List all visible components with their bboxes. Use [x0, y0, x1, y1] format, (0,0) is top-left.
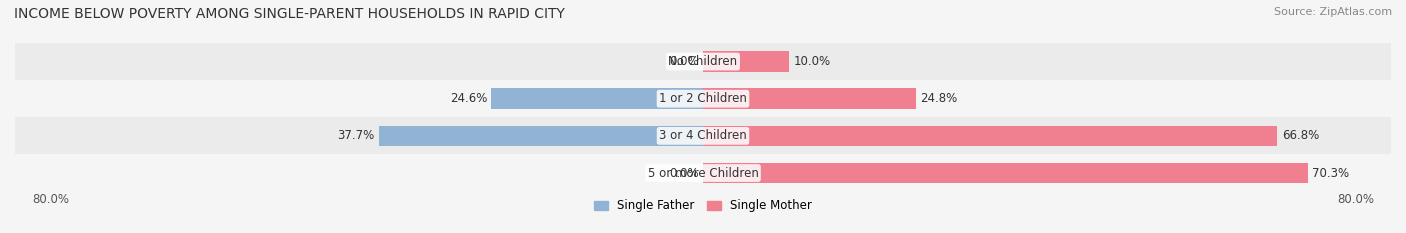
Bar — [15, 80, 1391, 117]
Text: 1 or 2 Children: 1 or 2 Children — [659, 92, 747, 105]
Bar — [703, 126, 1278, 146]
Bar — [15, 43, 1391, 80]
Text: 80.0%: 80.0% — [1337, 193, 1374, 206]
Text: 24.6%: 24.6% — [450, 92, 486, 105]
Text: 66.8%: 66.8% — [1282, 129, 1319, 142]
Bar — [15, 117, 1391, 154]
Text: 0.0%: 0.0% — [669, 55, 699, 68]
Text: 37.7%: 37.7% — [337, 129, 374, 142]
Text: 80.0%: 80.0% — [32, 193, 69, 206]
Text: 24.8%: 24.8% — [921, 92, 957, 105]
Text: 0.0%: 0.0% — [669, 167, 699, 180]
Text: 70.3%: 70.3% — [1312, 167, 1348, 180]
Text: 10.0%: 10.0% — [793, 55, 831, 68]
Text: 5 or more Children: 5 or more Children — [648, 167, 758, 180]
Bar — [703, 163, 1308, 183]
Text: INCOME BELOW POVERTY AMONG SINGLE-PARENT HOUSEHOLDS IN RAPID CITY: INCOME BELOW POVERTY AMONG SINGLE-PARENT… — [14, 7, 565, 21]
Bar — [703, 51, 789, 72]
Text: No Children: No Children — [668, 55, 738, 68]
Text: 3 or 4 Children: 3 or 4 Children — [659, 129, 747, 142]
Bar — [15, 154, 1391, 192]
Bar — [703, 89, 917, 109]
Bar — [378, 126, 703, 146]
Bar — [492, 89, 703, 109]
Legend: Single Father, Single Mother: Single Father, Single Mother — [593, 199, 813, 212]
Text: Source: ZipAtlas.com: Source: ZipAtlas.com — [1274, 7, 1392, 17]
